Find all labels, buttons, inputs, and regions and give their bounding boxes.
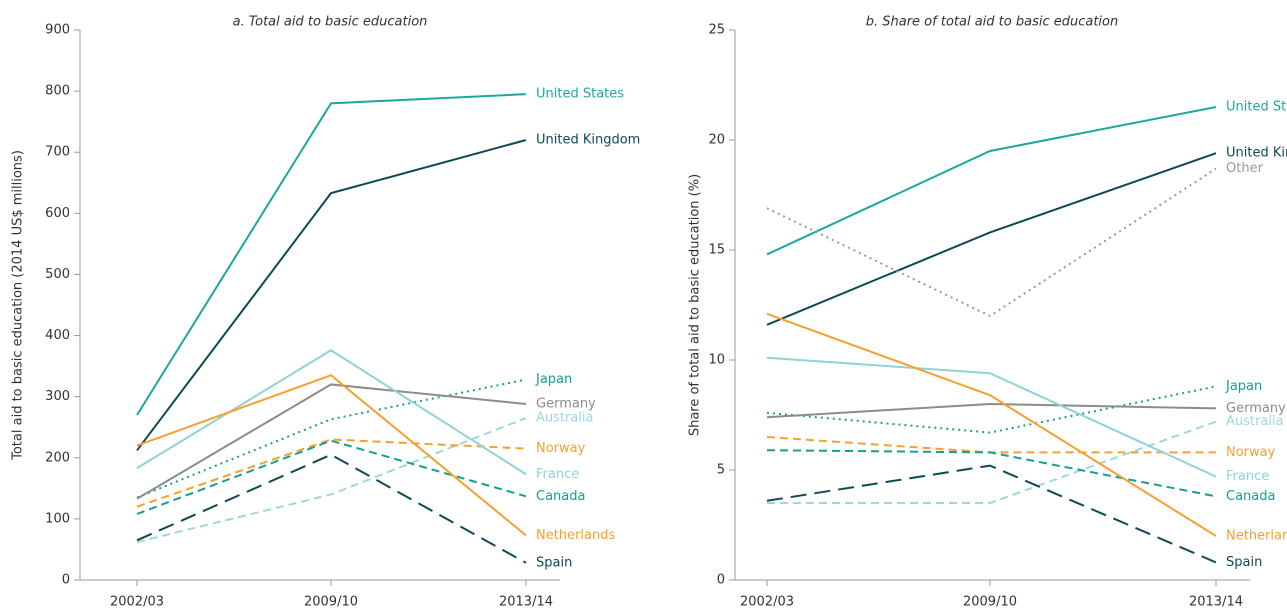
series-label: Japan — [535, 372, 572, 387]
series-label: France — [536, 467, 579, 482]
series-label: Other — [1226, 161, 1264, 176]
line — [766, 106, 1217, 256]
x-tick-label: 2009/10 — [304, 595, 358, 610]
line — [136, 453, 527, 564]
y-tick-label: 700 — [45, 145, 70, 160]
series-label: Spain — [1226, 555, 1262, 570]
line — [766, 312, 1217, 537]
line — [136, 93, 527, 416]
series-label: Germany — [1226, 401, 1286, 416]
x-tick-label: 2013/14 — [1189, 595, 1243, 610]
series-label: United Kingdom — [1226, 146, 1287, 161]
line — [136, 374, 527, 537]
series-label: Canada — [1226, 489, 1275, 504]
series-label: Australia — [536, 411, 594, 426]
line — [136, 139, 527, 452]
x-tick-label: 2002/03 — [110, 595, 164, 610]
line — [136, 349, 527, 476]
y-tick-label: 600 — [45, 206, 70, 221]
series-label: United States — [536, 87, 624, 102]
y-tick-label: 0 — [62, 573, 70, 588]
series-label: Canada — [536, 489, 585, 504]
line — [766, 449, 1217, 498]
y-tick-label: 10 — [708, 353, 725, 368]
line — [136, 439, 527, 515]
series-label: Australia — [1226, 414, 1284, 429]
y-tick-label: 800 — [45, 84, 70, 99]
line — [136, 438, 527, 508]
line — [766, 464, 1217, 564]
line — [766, 356, 1217, 478]
line — [767, 420, 1217, 504]
chart-title: b. Share of total aid to basic education — [866, 15, 1119, 30]
line — [136, 417, 527, 544]
series-label: Netherlands — [1226, 529, 1287, 544]
series-label: United States — [1226, 100, 1287, 115]
line — [766, 385, 1217, 434]
series-label: France — [1226, 469, 1269, 484]
series-label: Norway — [1226, 445, 1276, 460]
y-tick-label: 900 — [45, 23, 70, 38]
series-label: United Kingdom — [536, 133, 640, 148]
y-tick-label: 300 — [45, 389, 70, 404]
line — [766, 402, 1217, 419]
series-label: Japan — [1225, 379, 1262, 394]
series-label: Germany — [536, 397, 596, 412]
line — [766, 167, 1217, 318]
series-label: Netherlands — [536, 528, 615, 543]
y-tick-label: 100 — [45, 511, 70, 526]
y-tick-label: 20 — [708, 133, 725, 148]
x-tick-label: 2002/03 — [740, 595, 794, 610]
line — [766, 152, 1217, 326]
series-label: Norway — [536, 441, 586, 456]
y-tick-label: 400 — [45, 328, 70, 343]
y-tick-label: 15 — [708, 243, 725, 258]
y-tick-label: 25 — [708, 23, 725, 38]
y-tick-label: 500 — [45, 267, 70, 282]
series-label: Spain — [536, 555, 572, 570]
x-tick-label: 2013/14 — [499, 595, 553, 610]
y-axis-label: Total aid to basic education (2014 US$ m… — [11, 150, 26, 461]
line — [136, 383, 527, 500]
y-tick-label: 5 — [717, 463, 725, 478]
y-tick-label: 200 — [45, 450, 70, 465]
y-axis-label: Share of total aid to basic education (%… — [688, 174, 703, 436]
x-tick-label: 2009/10 — [963, 595, 1017, 610]
y-tick-label: 0 — [717, 573, 725, 588]
chart-title: a. Total aid to basic education — [233, 15, 428, 30]
